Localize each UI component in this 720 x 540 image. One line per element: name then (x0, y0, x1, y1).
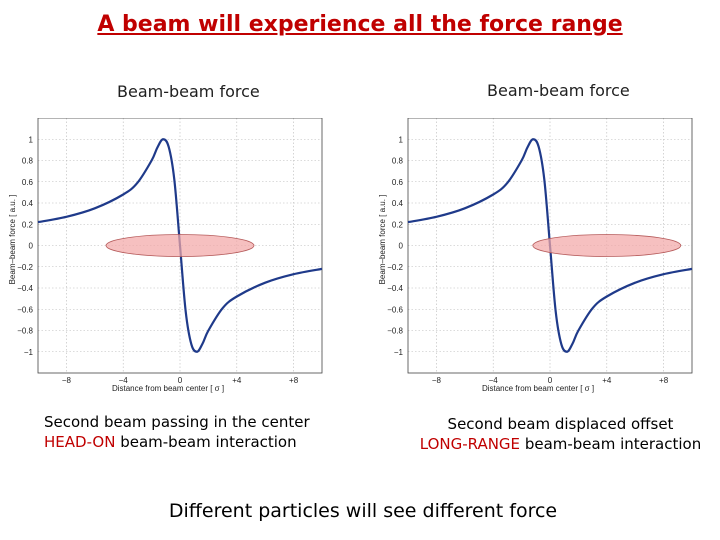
y-tick-label: −0.6 (387, 305, 403, 314)
x-tick-label: −4 (119, 376, 129, 385)
axes-frame (37, 118, 323, 374)
plot-title-left: Beam-beam force (117, 82, 260, 101)
y-tick-label: 1 (29, 135, 34, 144)
x-tick-label: +8 (659, 376, 669, 385)
y-tick-label: 0 (399, 242, 404, 251)
caption-left: Second beam passing in the center HEAD-O… (44, 412, 310, 452)
y-tick-label: 0.4 (392, 199, 404, 208)
y-tick-label: −1 (24, 348, 34, 357)
y-tick-label: 0.8 (392, 157, 404, 166)
y-axis-label: Beam–beam force [ a.u. ] (8, 195, 17, 285)
caption-right-line2: LONG-RANGE beam-beam interaction (419, 434, 702, 454)
y-tick-label: −0.2 (17, 263, 33, 272)
page-title: A beam will experience all the force ran… (97, 12, 623, 37)
y-tick-label: 0.2 (392, 220, 404, 229)
chart-left: 1 0.8 0.6 0.4 0.2 0 −0.2 −0.4 −0.6 −0.8 −1 −8 −4 0 +4 +… (8, 118, 323, 393)
y-tick-label: 0.6 (22, 178, 34, 187)
y-tick-label: −0.2 (387, 263, 403, 272)
x-tick-label: −8 (432, 376, 442, 385)
caption-left-rest: beam-beam interaction (115, 433, 297, 451)
caption-right-line1: Second beam displaced offset (447, 415, 674, 433)
x-axis-label: Distance from beam center [ σ ] (112, 384, 224, 393)
caption-left-line2: HEAD-ON beam-beam interaction (44, 432, 310, 452)
y-tick-label: 0.4 (22, 199, 34, 208)
y-axis-label: Beam–beam force [ a.u. ] (378, 195, 387, 285)
y-tick-label: 0.2 (22, 220, 34, 229)
chart-right: 1 0.8 0.6 0.4 0.2 0 −0.2 −0.4 −0.6 −0.8 −1 −8 −4 0 +4 +… (378, 118, 693, 393)
footer-text: Different particles will see different f… (168, 500, 558, 522)
x-tick-label: −4 (489, 376, 499, 385)
caption-right-highlight: LONG-RANGE (419, 435, 521, 453)
caption-left-line1: Second beam passing in the center (44, 413, 310, 431)
y-tick-label: −0.4 (387, 284, 403, 293)
y-tick-label: −0.6 (17, 305, 33, 314)
x-tick-label: +8 (289, 376, 299, 385)
y-tick-label: 0.6 (392, 178, 404, 187)
x-tick-label: 0 (178, 376, 183, 385)
x-axis-label: Distance from beam center [ σ ] (482, 384, 594, 393)
caption-left-highlight: HEAD-ON (44, 433, 116, 451)
y-tick-label: −0.8 (17, 327, 33, 336)
y-tick-label: −0.8 (387, 327, 403, 336)
caption-right: Second beam displaced offset LONG-RANGE … (419, 414, 702, 454)
x-tick-label: +4 (602, 376, 612, 385)
x-tick-label: 0 (548, 376, 553, 385)
x-tick-label: −8 (62, 376, 72, 385)
y-tick-label: 1 (399, 135, 404, 144)
second-beam-ellipse (532, 234, 682, 257)
y-tick-label: −0.4 (17, 284, 33, 293)
y-tick-label: 0 (29, 242, 34, 251)
y-tick-label: 0.8 (22, 157, 34, 166)
x-tick-label: +4 (232, 376, 242, 385)
plot-title-right: Beam-beam force (487, 81, 630, 100)
y-tick-label: −1 (394, 348, 404, 357)
second-beam-ellipse (105, 234, 255, 257)
axes-frame (407, 118, 693, 374)
caption-right-rest: beam-beam interaction (520, 435, 702, 453)
